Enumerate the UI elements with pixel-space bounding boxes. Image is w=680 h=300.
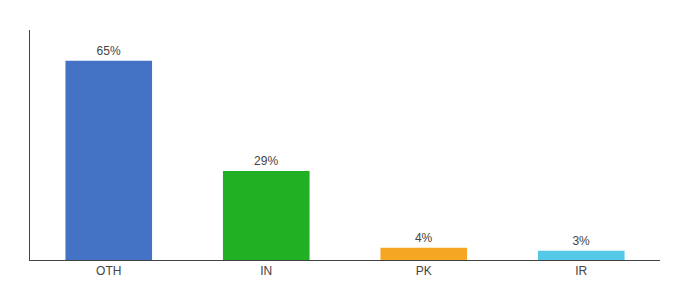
svg-text:OTH: OTH <box>96 264 121 278</box>
svg-text:65%: 65% <box>97 44 121 58</box>
svg-text:29%: 29% <box>254 154 278 168</box>
svg-text:4%: 4% <box>415 231 433 245</box>
svg-text:IN: IN <box>260 264 272 278</box>
svg-text:3%: 3% <box>572 234 590 248</box>
svg-text:PK: PK <box>416 264 432 278</box>
svg-text:IR: IR <box>575 264 587 278</box>
